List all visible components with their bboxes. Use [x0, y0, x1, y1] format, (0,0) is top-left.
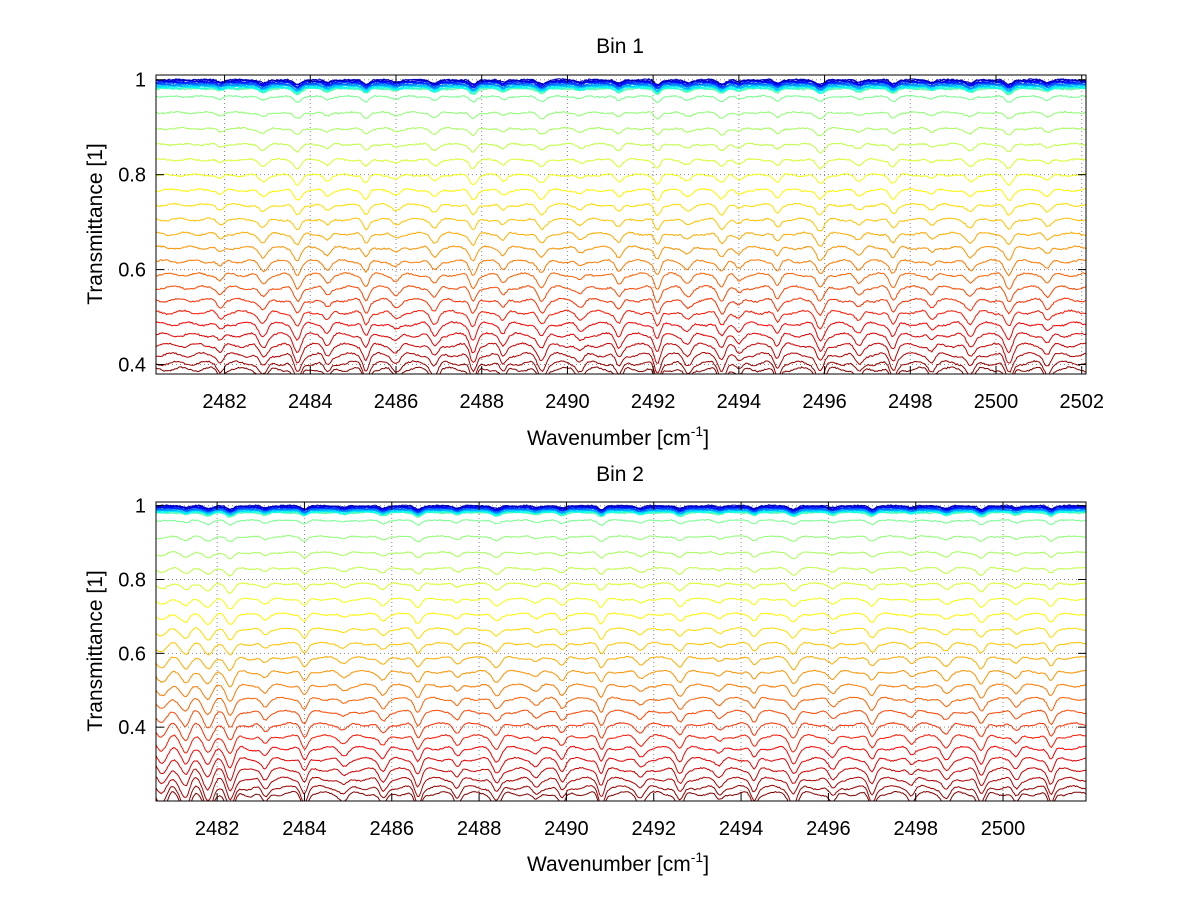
spectrum-series [156, 284, 1086, 304]
x-tick-label: 2494 [719, 818, 764, 840]
spectrum-series [156, 351, 1086, 374]
spectrum-series [156, 784, 1086, 801]
bin-1-title: Bin 1 [596, 35, 644, 58]
bin-1-plot-clip [156, 75, 1086, 374]
spectrum-series [156, 756, 1086, 782]
y-tick-label: 0.6 [118, 260, 146, 282]
bin-1-ticks: 2482 2484 2486 2488 2490 2492 2494 2496 2498 2500… [118, 70, 1104, 413]
x-tick-label: 2482 [202, 391, 247, 413]
bin-2-xlabel: Wavenumber [cm-1] [527, 849, 709, 876]
x-tick-label: 2494 [717, 391, 762, 413]
bin-2-plot-clip [156, 502, 1086, 801]
x-tick-label: 2488 [459, 391, 504, 413]
spectrum-series [156, 342, 1086, 364]
x-tick-label: 2498 [893, 818, 938, 840]
spectrum-series [156, 94, 1086, 104]
y-tick-label: 1 [135, 496, 146, 518]
x-tick-label: 2500 [974, 391, 1019, 413]
x-tick-label: 2492 [631, 818, 676, 840]
spectrum-series [156, 359, 1086, 374]
x-tick-label: 2490 [544, 818, 589, 840]
spectrum-series [156, 110, 1086, 120]
spectrum-series [156, 78, 1086, 86]
x-tick-label: 2490 [545, 391, 590, 413]
spectrum-series [156, 641, 1086, 656]
y-tick-label: 0.4 [118, 355, 146, 377]
spectrum-series [156, 508, 1086, 516]
bin-2-spectra [156, 504, 1086, 801]
y-tick-label: 0.6 [118, 643, 146, 665]
spectrum-series [156, 320, 1086, 342]
spectrum-series [156, 733, 1086, 754]
spectrum-series [156, 683, 1086, 702]
spectrum-series [156, 655, 1086, 672]
spectrum-series [156, 745, 1086, 769]
bin-1-ylabel: Transmittance [1] [84, 143, 107, 304]
y-tick-label: 0.4 [118, 717, 146, 739]
spectrum-series [156, 309, 1086, 330]
x-tick-label: 2486 [370, 818, 415, 840]
x-tick-label: 2498 [888, 391, 933, 413]
spectrum-series [156, 297, 1086, 317]
spectrum-series [156, 202, 1086, 217]
spectrum-series [156, 172, 1086, 187]
x-tick-label: 2482 [195, 818, 240, 840]
spectrum-series [156, 258, 1086, 277]
bin-2-panel: Bin 2 2482 2484 2486 2488 2490 2492 2494 2496 24… [84, 463, 1087, 876]
spectrum-series [156, 721, 1086, 742]
spectrum-series [156, 157, 1086, 170]
spectrum-series [156, 366, 1086, 374]
spectrum-series [156, 776, 1086, 801]
spectrum-series [156, 504, 1086, 511]
spectrum-series [156, 518, 1086, 526]
x-tick-label: 2484 [282, 818, 327, 840]
bin-2-ticks: 2482 2484 2486 2488 2490 2492 2494 2496 2498 2500… [118, 496, 1086, 840]
y-tick-label: 1 [135, 70, 146, 92]
spectrum-series [156, 709, 1086, 729]
spectrum-series [156, 626, 1086, 641]
bin-2-ylabel: Transmittance [1] [84, 570, 107, 731]
x-tick-label: 2500 [981, 818, 1026, 840]
x-tick-label: 2496 [806, 818, 851, 840]
x-tick-label: 2484 [288, 391, 333, 413]
x-tick-label: 2496 [802, 391, 847, 413]
spectrum-series [156, 550, 1086, 560]
bin-1-spectra [156, 78, 1086, 374]
x-tick-label: 2486 [374, 391, 419, 413]
spectrum-series [166, 790, 1086, 801]
bin-1-xlabel: Wavenumber [cm-1] [527, 423, 709, 450]
spectrum-series [156, 126, 1086, 137]
spectrum-series [156, 272, 1086, 290]
bin-1-panel: Bin 1 2482 2484 2486 2488 2490 2492 2494 2496 24… [84, 35, 1104, 450]
spectrum-series [156, 231, 1086, 247]
bin-2-title: Bin 2 [596, 463, 644, 486]
bin-2-axes-box [155, 501, 1087, 802]
y-tick-label: 0.8 [118, 570, 146, 592]
x-tick-label: 2502 [1059, 391, 1104, 413]
x-tick-label: 2492 [631, 391, 676, 413]
spectrum-series [156, 566, 1086, 577]
spectrum-series [156, 534, 1086, 543]
spectrum-series [156, 669, 1086, 688]
bin-1-axes-box [155, 74, 1087, 375]
spectrum-series [156, 217, 1086, 232]
spectrum-series [156, 245, 1086, 262]
spectrum-series [156, 766, 1086, 792]
spectrum-series [156, 612, 1086, 626]
y-tick-label: 0.8 [118, 165, 146, 187]
spectrum-series [156, 696, 1086, 717]
x-tick-label: 2488 [457, 818, 502, 840]
spectrum-series [156, 332, 1086, 354]
spectrum-series [156, 187, 1086, 202]
spectrum-series [156, 581, 1086, 594]
spectrum-series [156, 142, 1086, 154]
spectrum-series [156, 597, 1086, 610]
